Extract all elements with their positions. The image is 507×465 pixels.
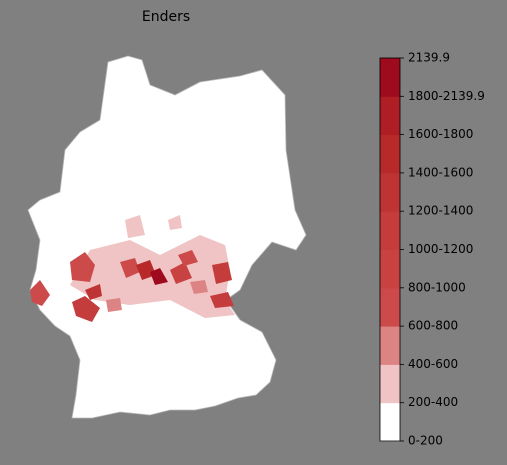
region — [178, 250, 198, 266]
map-title: Enders — [142, 9, 190, 25]
colorbar-label: 600-800 — [408, 319, 458, 333]
colorbar-label: 1600-1800 — [408, 127, 473, 141]
colorbar-segment — [380, 211, 400, 250]
region — [72, 296, 100, 322]
colorbar-label: 2139.9 — [408, 51, 450, 65]
germany-map — [27, 55, 307, 419]
colorbar-label: 800-1000 — [408, 280, 466, 294]
colorbar-label: 1200-1400 — [408, 204, 473, 218]
region — [106, 298, 122, 312]
colorbar-segment — [380, 96, 400, 136]
colorbar-label: 1000-1200 — [408, 242, 473, 256]
region — [150, 268, 168, 285]
region — [120, 258, 140, 278]
colorbar-segment — [380, 287, 400, 327]
region — [30, 280, 50, 306]
country-outline — [27, 55, 307, 419]
region — [70, 252, 95, 282]
colorbar-segment — [380, 58, 400, 97]
region — [168, 215, 182, 230]
colorbar: 2139.9 1800-2139.9 1600-1800 1400-1600 1200-… — [379, 51, 485, 448]
region — [190, 280, 208, 294]
colorbar-segment — [380, 326, 400, 365]
colorbar-label: 0-200 — [408, 434, 443, 448]
colorbar-label: 1800-2139.9 — [408, 89, 485, 103]
colorbar-segment — [380, 402, 400, 442]
colorbar-segment — [380, 364, 400, 404]
colorbar-segment — [380, 172, 400, 212]
region — [170, 262, 192, 284]
colorbar-label: 1400-1600 — [408, 165, 473, 179]
region — [212, 262, 232, 284]
colorbar-label: 400-600 — [408, 357, 458, 371]
region — [136, 260, 156, 280]
region — [210, 292, 234, 308]
region — [85, 284, 102, 300]
colorbar-segment — [380, 249, 400, 289]
colorbar-label: 200-400 — [408, 395, 458, 409]
region — [125, 215, 145, 238]
colorbar-segment — [380, 134, 400, 174]
